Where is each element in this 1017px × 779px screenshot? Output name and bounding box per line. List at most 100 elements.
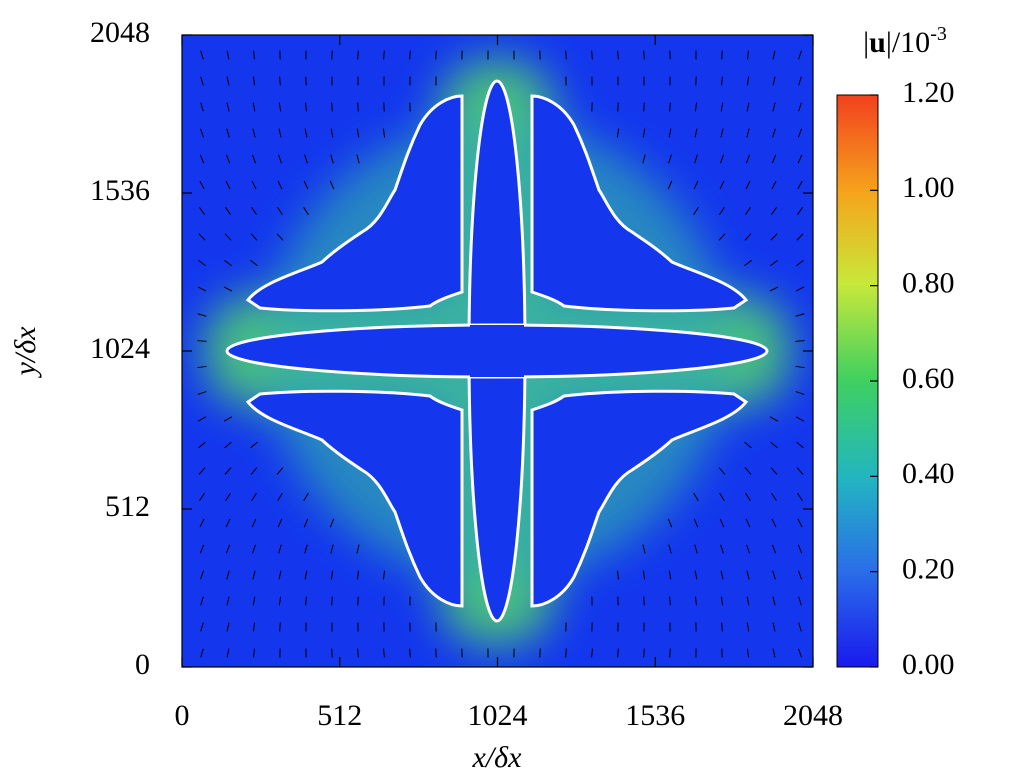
x-axis-title: x/δx [472, 741, 523, 774]
velocity-vectors [197, 50, 805, 658]
vector [617, 102, 619, 112]
vector [797, 180, 803, 190]
vector [720, 596, 724, 606]
vector [795, 313, 805, 317]
vector [669, 648, 671, 658]
vector [720, 570, 724, 580]
vector [772, 648, 776, 658]
vector [409, 648, 411, 658]
vector [198, 233, 206, 241]
vector [224, 441, 232, 449]
colorbar-tick-label: 0.00 [902, 648, 955, 681]
vector [226, 570, 230, 580]
vector [668, 154, 672, 164]
vector [277, 492, 283, 502]
vector [798, 622, 802, 632]
x-tick-label: 0 [175, 699, 190, 732]
vector [250, 441, 258, 449]
vector [357, 102, 359, 112]
vector [720, 154, 724, 164]
vector [772, 102, 776, 112]
vector [278, 154, 282, 164]
vector [435, 648, 437, 658]
vector [225, 154, 231, 164]
vector [771, 544, 777, 554]
vector [643, 648, 645, 658]
vector [251, 518, 257, 528]
vector [745, 207, 751, 215]
vector [565, 648, 567, 658]
vector [331, 648, 333, 658]
vector [197, 416, 207, 422]
vector [198, 441, 206, 449]
vector [223, 286, 233, 292]
x-tick-label: 2048 [783, 699, 843, 732]
vector [772, 76, 776, 86]
vector [277, 518, 283, 528]
vector [304, 570, 308, 580]
vector [643, 50, 645, 60]
vector [795, 391, 805, 395]
vector [303, 492, 309, 502]
x-tick-label: 512 [317, 699, 362, 732]
vector [198, 259, 206, 267]
vector [197, 286, 207, 292]
vector [693, 206, 699, 216]
vector [197, 391, 207, 395]
vector [617, 648, 619, 658]
vector [251, 206, 257, 216]
colorbar-label: |u|/10-3 [863, 23, 947, 59]
x-tick-label: 1536 [625, 699, 685, 732]
vector [718, 233, 726, 241]
vector [695, 596, 697, 606]
vector [251, 180, 257, 190]
vector [719, 180, 725, 190]
vector [251, 492, 257, 502]
vector [771, 180, 777, 190]
vector [199, 154, 205, 164]
vector [693, 492, 699, 502]
vector [617, 50, 619, 60]
vector [305, 596, 307, 606]
vector [746, 622, 750, 632]
vector [329, 518, 335, 528]
vector [744, 467, 752, 475]
y-tick-label: 1536 [90, 174, 150, 207]
vector [796, 259, 804, 267]
vector [746, 648, 750, 658]
vector [746, 128, 750, 138]
vector [331, 596, 333, 606]
vector [745, 154, 751, 164]
vector [746, 76, 750, 86]
vector [770, 233, 778, 241]
vector [795, 365, 805, 369]
y-tick-label: 512 [105, 490, 150, 523]
vector [252, 76, 256, 86]
vector [643, 102, 645, 112]
vector [303, 180, 309, 190]
vector [719, 206, 725, 216]
vector [796, 467, 804, 475]
vector [226, 102, 230, 112]
vector [225, 544, 231, 554]
vector [253, 648, 255, 658]
vector [198, 467, 206, 475]
vector [795, 416, 805, 422]
vector [796, 207, 804, 215]
colorbar-tick-label: 0.80 [902, 267, 955, 300]
vector [278, 596, 282, 606]
vector [330, 570, 334, 580]
vector [226, 648, 230, 658]
vector [356, 544, 360, 554]
vector [199, 207, 205, 215]
vector [720, 102, 724, 112]
vector [771, 154, 777, 164]
vector [253, 50, 255, 60]
vector [252, 622, 256, 632]
y-tick-label: 1024 [90, 332, 150, 365]
vector [746, 596, 750, 606]
vector [772, 50, 776, 60]
vector [721, 76, 723, 86]
vector [383, 648, 385, 658]
vector [304, 154, 308, 164]
